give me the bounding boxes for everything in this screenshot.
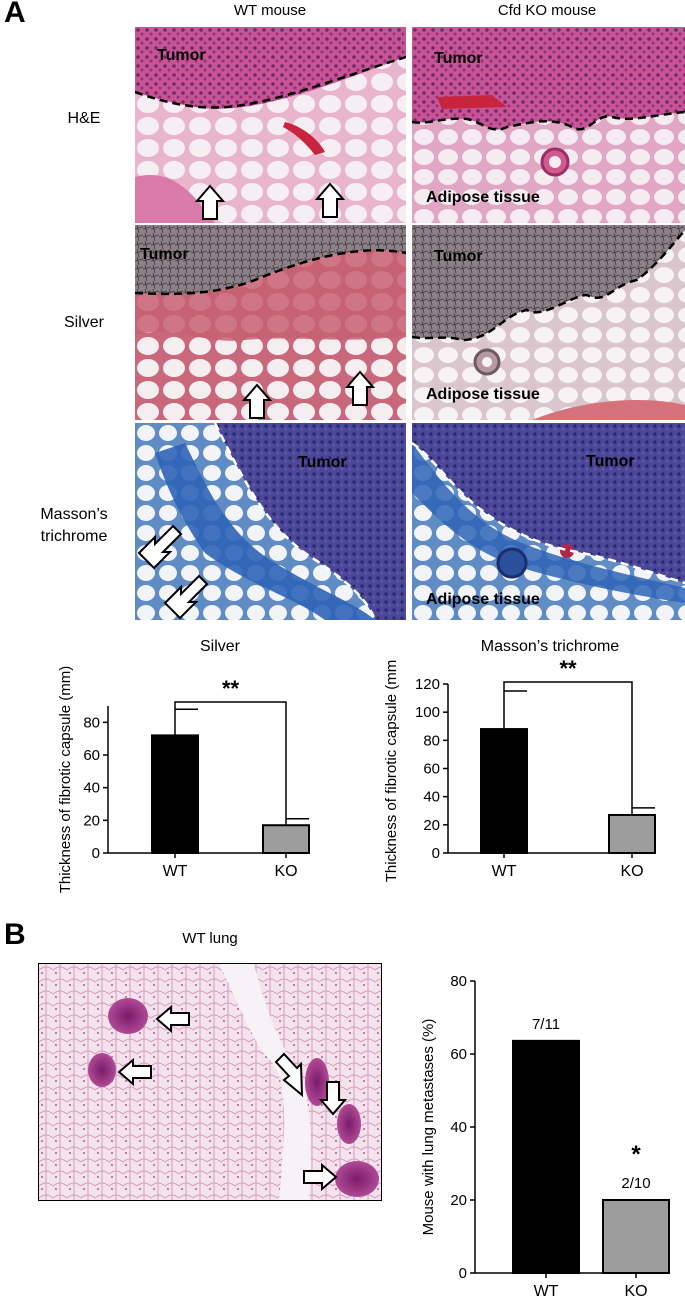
chart-masson: 0 20 40 60 80 100 120 Thickness of fibrotic cap… xyxy=(383,660,656,882)
metastases-chart-bar-ko xyxy=(602,1199,670,1274)
masson-chart-y-tick-label: 120 xyxy=(415,676,440,693)
silver-ko-image xyxy=(412,225,685,420)
silver-chart-y-tick-label: 40 xyxy=(83,780,100,797)
metastases-chart-bar-label-wt: 7/11 xyxy=(532,1016,560,1033)
masson-ko-adipose-label: Adipose tissue xyxy=(426,591,540,608)
masson-chart-y-tick-label: 20 xyxy=(423,817,440,834)
metastases-chart-y-tick-label: 0 xyxy=(459,1265,467,1282)
he-wt-image xyxy=(135,27,406,223)
masson-chart-x-tick-label: WT xyxy=(492,863,517,880)
silver-chart-bar-ko xyxy=(262,824,310,855)
metastases-chart-x-tick-label: KO xyxy=(624,1283,647,1300)
masson-chart-x-tick-label: KO xyxy=(620,863,643,880)
silver-chart-significance-stars: ** xyxy=(222,676,240,701)
silver-chart-y-tick-label: 20 xyxy=(83,812,100,829)
chart-silver: 0 20 40 60 80 Thickness of fibrotic capsule (… xyxy=(57,666,310,894)
metastases-chart-bar-label-ko: 2/10 xyxy=(621,1175,650,1192)
masson-chart-y-tick-label: 80 xyxy=(423,732,440,749)
silver-ko-tumor-label: Tumor xyxy=(434,248,483,265)
silver-ko-micrograph: Tumor Adipose tissue xyxy=(412,225,685,420)
wt-lung-title: WT lung xyxy=(182,930,238,947)
masson-chart-y-tick-label: 0 xyxy=(432,845,440,862)
masson-ko-image xyxy=(412,423,685,620)
he-ko-image xyxy=(412,27,685,223)
he-ko-micrograph: Tumor Adipose tissue xyxy=(412,27,685,223)
chart-silver-title: Silver xyxy=(199,638,240,655)
silver-wt-tumor-label: Tumor xyxy=(140,246,189,263)
metastases-chart-y-tick-label: 20 xyxy=(450,1192,467,1209)
masson-ko-tumor-label: Tumor xyxy=(586,453,635,470)
row-label-masson: Masson’s trichrome xyxy=(40,506,108,545)
silver-chart-significance-bracket xyxy=(174,701,287,819)
silver-chart-y-tick-label: 80 xyxy=(83,714,100,731)
masson-wt-micrograph: Tumor xyxy=(135,423,406,620)
silver-chart-y-tick-label: 60 xyxy=(83,747,100,764)
column-header-wt: WT mouse xyxy=(233,2,307,19)
silver-chart-bar-wt xyxy=(151,734,199,854)
masson-ko-micrograph: Tumor Adipose tissue xyxy=(412,423,685,620)
he-ko-tumor-label: Tumor xyxy=(434,50,483,67)
panel-letter-a: A xyxy=(4,0,26,29)
masson-wt-image xyxy=(135,423,406,620)
he-ko-adipose-label: Adipose tissue xyxy=(426,189,540,206)
row-label-silver: Silver xyxy=(63,314,104,331)
metastases-chart-y-tick-label: 40 xyxy=(450,1119,467,1136)
masson-chart-y-axis-label: Thickness of fibrotic capsule (mm) xyxy=(383,660,400,882)
masson-chart-bar-ko xyxy=(608,813,656,855)
masson-chart-significance-stars: ** xyxy=(559,660,577,681)
silver-ko-adipose-label: Adipose tissue xyxy=(426,386,540,403)
chart-metastases: 0 20 40 60 80 Mouse with lung metastases (%) W… xyxy=(420,973,670,1300)
wt-lung-image xyxy=(39,964,381,1200)
metastases-chart-x-tick-label: WT xyxy=(534,1283,559,1300)
metastases-chart-y-tick-label: 60 xyxy=(450,1046,467,1063)
masson-chart-y-tick-label: 60 xyxy=(423,761,440,778)
metastases-chart-significance-stars: * xyxy=(631,1141,641,1168)
he-wt-micrograph: Tumor xyxy=(135,27,406,223)
column-header-ko: Cfd KO mouse xyxy=(497,2,597,19)
silver-chart-x-tick-label: KO xyxy=(274,863,297,880)
silver-wt-image xyxy=(135,225,406,420)
he-wt-tumor-label: Tumor xyxy=(157,47,206,64)
panel-letter-b: B xyxy=(4,918,26,951)
chart-masson-title: Masson’s trichrome xyxy=(480,638,620,655)
masson-chart-y-tick-label: 100 xyxy=(415,704,440,721)
wt-lung-micrograph xyxy=(38,963,382,1201)
row-label-he: H&E xyxy=(67,110,101,127)
metastases-chart-y-tick-label: 80 xyxy=(450,973,467,990)
masson-wt-tumor-label: Tumor xyxy=(298,454,347,471)
metastases-chart-y-axis-label: Mouse with lung metastases (%) xyxy=(420,1019,437,1236)
silver-chart-x-tick-label: WT xyxy=(163,863,188,880)
masson-chart-y-tick-label: 40 xyxy=(423,789,440,806)
silver-chart-y-axis-label: Thickness of fibrotic capsule (mm) xyxy=(57,666,74,894)
metastases-chart-bar-wt xyxy=(512,1039,580,1274)
masson-chart-significance-bracket xyxy=(503,681,633,808)
masson-chart-bar-wt xyxy=(480,728,528,854)
silver-wt-micrograph: Tumor xyxy=(135,225,406,420)
silver-chart-y-tick-label: 0 xyxy=(92,845,100,862)
